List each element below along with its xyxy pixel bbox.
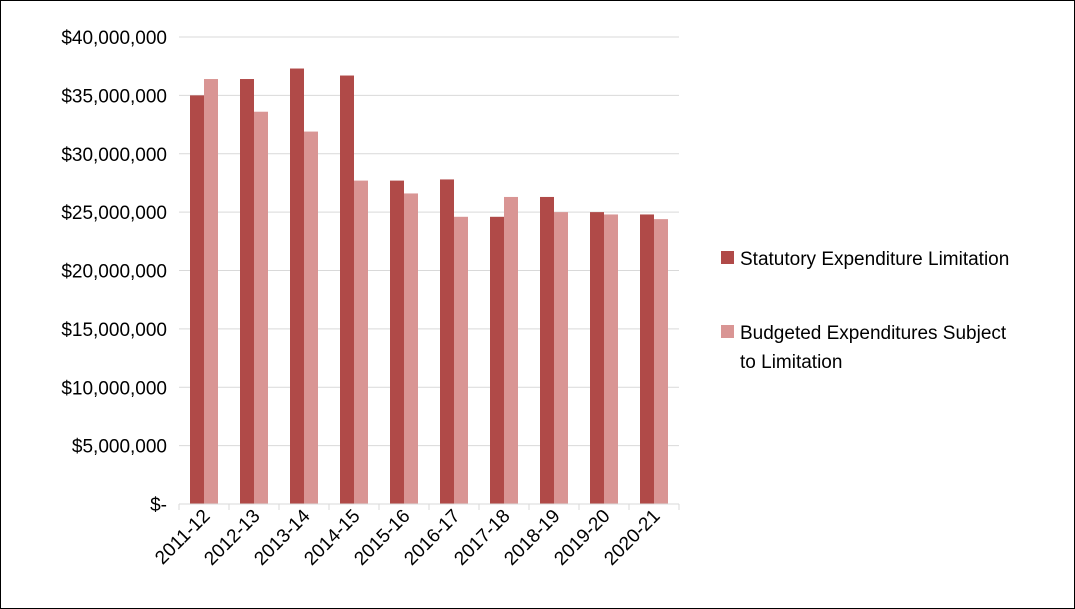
- bar-budgeted-2013-14: [304, 131, 318, 504]
- bar-budgeted-2015-16: [404, 193, 418, 504]
- x-tick-label: 2020-21: [600, 506, 664, 570]
- legend-label: Statutory Expenditure Limitation: [740, 249, 1009, 270]
- bars: [190, 68, 668, 505]
- legend-item-budgeted: Budgeted Expenditures Subject to Limitati…: [721, 323, 1007, 373]
- legend-label: Budgeted Expenditures Subject to Limitati…: [740, 323, 1007, 373]
- bar-budgeted-2014-15: [354, 180, 368, 505]
- bar-statutory-2013-14: [290, 68, 304, 505]
- bar-budgeted-2017-18: [504, 196, 518, 504]
- y-tick-label: $10,000,000: [61, 378, 167, 399]
- bar-budgeted-2016-17: [454, 216, 468, 505]
- y-tick-label: $-: [150, 495, 167, 516]
- x-axis-tick-labels: 2011-122012-132013-142014-152015-162016-…: [151, 505, 664, 569]
- x-axis: [178, 503, 680, 510]
- bar-budgeted-2020-21: [654, 219, 668, 504]
- bar-statutory-2012-13: [240, 79, 254, 504]
- y-tick-label: $30,000,000: [61, 145, 167, 166]
- legend-item-statutory: Statutory Expenditure Limitation: [721, 249, 1009, 270]
- bar-statutory-2019-20: [590, 212, 604, 504]
- bar-statutory-2017-18: [490, 216, 504, 505]
- bar-budgeted-2012-13: [254, 111, 268, 504]
- bar-statutory-2020-21: [640, 214, 654, 504]
- y-tick-label: $15,000,000: [61, 320, 167, 341]
- bar-budgeted-2011-12: [204, 79, 218, 504]
- legend-swatch: [721, 251, 734, 264]
- bar-statutory-2011-12: [190, 95, 204, 504]
- y-tick-label: $25,000,000: [61, 203, 167, 224]
- y-tick-label: $40,000,000: [61, 28, 167, 49]
- y-tick-label: $35,000,000: [61, 86, 167, 107]
- bar-budgeted-2018-19: [554, 212, 568, 504]
- bar-statutory-2016-17: [440, 179, 454, 504]
- legend: Statutory Expenditure Limitation Budgeted…: [721, 249, 1009, 373]
- y-tick-label: $20,000,000: [61, 262, 167, 283]
- legend-swatch: [721, 325, 734, 338]
- bar-statutory-2018-19: [540, 196, 554, 504]
- bar-budgeted-2019-20: [604, 214, 618, 504]
- y-tick-label: $5,000,000: [72, 437, 167, 458]
- y-axis-tick-labels: $- $5,000,000 $10,000,000 $15,000,000 $20,00…: [61, 28, 167, 516]
- bar-statutory-2015-16: [390, 180, 404, 505]
- bar-statutory-2014-15: [340, 75, 354, 504]
